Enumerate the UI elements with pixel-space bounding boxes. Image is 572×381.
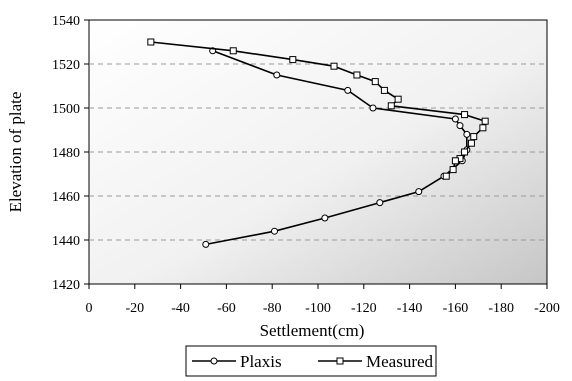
data-point-measured <box>467 139 475 147</box>
y-tick-label: 1480 <box>52 146 80 161</box>
y-axis-title: Elevation of plate <box>6 92 25 213</box>
gridlines <box>89 63 547 241</box>
legend-marker-measured <box>336 357 344 365</box>
x-axis-title: Settlement(cm) <box>260 321 365 340</box>
x-tick-label: -160 <box>443 301 469 316</box>
data-point-plaxis <box>451 115 459 123</box>
data-point-measured <box>229 47 237 55</box>
x-tick-label: -120 <box>351 301 377 316</box>
y-tick-label: 1540 <box>52 14 80 29</box>
y-tick-label: 1420 <box>52 278 80 293</box>
x-tick-label: -80 <box>263 301 282 316</box>
data-point-plaxis <box>273 71 281 79</box>
data-point-plaxis <box>456 122 464 130</box>
legend-marker-plaxis <box>210 357 218 365</box>
y-tick-label: 1500 <box>52 102 80 117</box>
data-point-measured <box>479 124 487 132</box>
data-point-measured <box>451 157 459 165</box>
series-group <box>147 38 489 248</box>
data-point-plaxis <box>369 104 377 112</box>
data-point-measured <box>387 102 395 110</box>
x-tick-label: -40 <box>171 301 190 316</box>
legend: Plaxis Measured <box>185 345 437 377</box>
data-point-measured <box>461 148 469 156</box>
data-point-measured <box>371 78 379 86</box>
y-tick-label: 1460 <box>52 190 80 205</box>
legend-label-measured: Measured <box>366 352 434 371</box>
data-point-plaxis <box>376 199 384 207</box>
data-point-measured <box>353 71 361 79</box>
data-point-measured <box>147 38 155 46</box>
x-tick-label: -60 <box>217 301 236 316</box>
data-point-plaxis <box>270 227 278 235</box>
x-tick-label: -100 <box>305 301 331 316</box>
data-point-plaxis <box>321 214 329 222</box>
data-point-plaxis <box>344 86 352 94</box>
data-point-measured <box>442 172 450 180</box>
data-point-plaxis <box>202 240 210 248</box>
x-tick-label: -200 <box>534 301 560 316</box>
data-point-measured <box>330 62 338 70</box>
data-point-measured <box>289 56 297 64</box>
data-point-plaxis <box>463 130 471 138</box>
data-point-measured <box>449 166 457 174</box>
legend-label-plaxis: Plaxis <box>240 352 282 371</box>
data-point-measured <box>481 117 489 125</box>
data-point-plaxis <box>415 188 423 196</box>
data-point-measured <box>394 95 402 103</box>
axes: 1540 1520 1500 1480 1460 1440 1420 0 -20 -40 -60 -8… <box>52 14 560 316</box>
data-point-measured <box>461 111 469 119</box>
x-tick-label: -140 <box>397 301 423 316</box>
x-tick-label: -180 <box>488 301 514 316</box>
x-tick-label: -20 <box>125 301 144 316</box>
y-tick-label: 1520 <box>52 58 80 73</box>
data-point-measured <box>380 86 388 94</box>
legend-box <box>185 345 437 377</box>
x-tick-label: 0 <box>86 301 93 316</box>
y-tick-label: 1440 <box>52 234 80 249</box>
data-point-measured <box>470 133 478 141</box>
